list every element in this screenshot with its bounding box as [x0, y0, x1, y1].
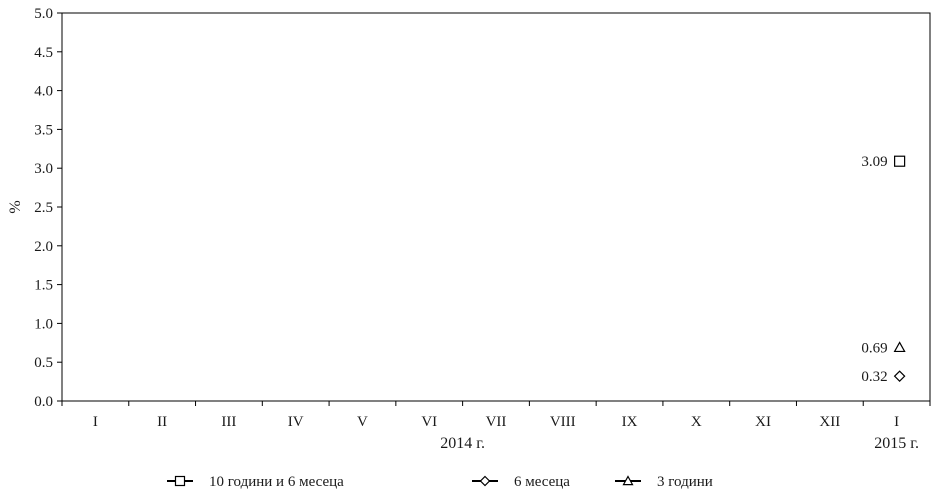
x-tick-label: IX: [622, 414, 638, 430]
data-point-square: [894, 155, 906, 167]
legend-marker-square: [174, 475, 186, 487]
y-tick-label: 1.5: [34, 278, 53, 294]
y-axis-label: %: [7, 200, 24, 213]
x-tick-label: II: [157, 414, 167, 430]
x-tick-label: III: [221, 414, 236, 430]
data-point-triangle: [893, 341, 906, 353]
y-ticks: 0.0 0.5 1.0 1.5 2.0 2.5 3.0 3.5 4.0 4.5 5.0%: [7, 6, 62, 410]
x-tick-label: I: [93, 414, 98, 430]
y-tick-label: 0.5: [34, 355, 53, 371]
plot-axes: [61, 12, 931, 402]
legend-label: 3 години: [657, 474, 713, 490]
year-label: 2014 г.: [440, 435, 485, 452]
x-tick-label: I: [894, 414, 899, 430]
y-tick-label: 3.0: [34, 161, 53, 177]
x-tick-label: XII: [819, 414, 840, 430]
y-tick-label: 1.0: [34, 316, 53, 332]
data-label: 3.09: [861, 154, 887, 170]
y-tick-label: 2.5: [34, 200, 53, 216]
data-marks: 3.09 0.32 0.69: [861, 154, 906, 385]
legend-marker-triangle: [622, 475, 634, 486]
legend: 10 години и 6 месеца 6 месеца 3 години: [167, 474, 713, 490]
y-tick-label: 4.5: [34, 45, 53, 61]
data-point-diamond: [893, 370, 906, 383]
y-tick-label: 5.0: [34, 6, 53, 22]
x-tick-label: V: [357, 414, 368, 430]
x-tick-label: XI: [755, 414, 771, 430]
x-tick-label: VII: [486, 414, 507, 430]
legend-label: 6 месеца: [514, 474, 570, 490]
legend-label: 10 години и 6 месеца: [209, 474, 344, 490]
data-label: 0.69: [861, 340, 887, 356]
legend-marker-diamond: [479, 475, 491, 487]
x-tick-label: X: [691, 414, 702, 430]
y-tick-label: 4.0: [34, 84, 53, 100]
y-tick-label: 3.5: [34, 122, 53, 138]
x-tick-label: VIII: [550, 414, 576, 430]
y-tick-label: 0.0: [34, 394, 53, 410]
x-tick-label: VI: [421, 414, 437, 430]
y-tick-label: 2.0: [34, 239, 53, 255]
data-label: 0.32: [861, 369, 887, 385]
x-tick-label: IV: [288, 414, 304, 430]
plot-frame: [61, 12, 931, 402]
year-label: 2015 г.: [874, 435, 919, 452]
